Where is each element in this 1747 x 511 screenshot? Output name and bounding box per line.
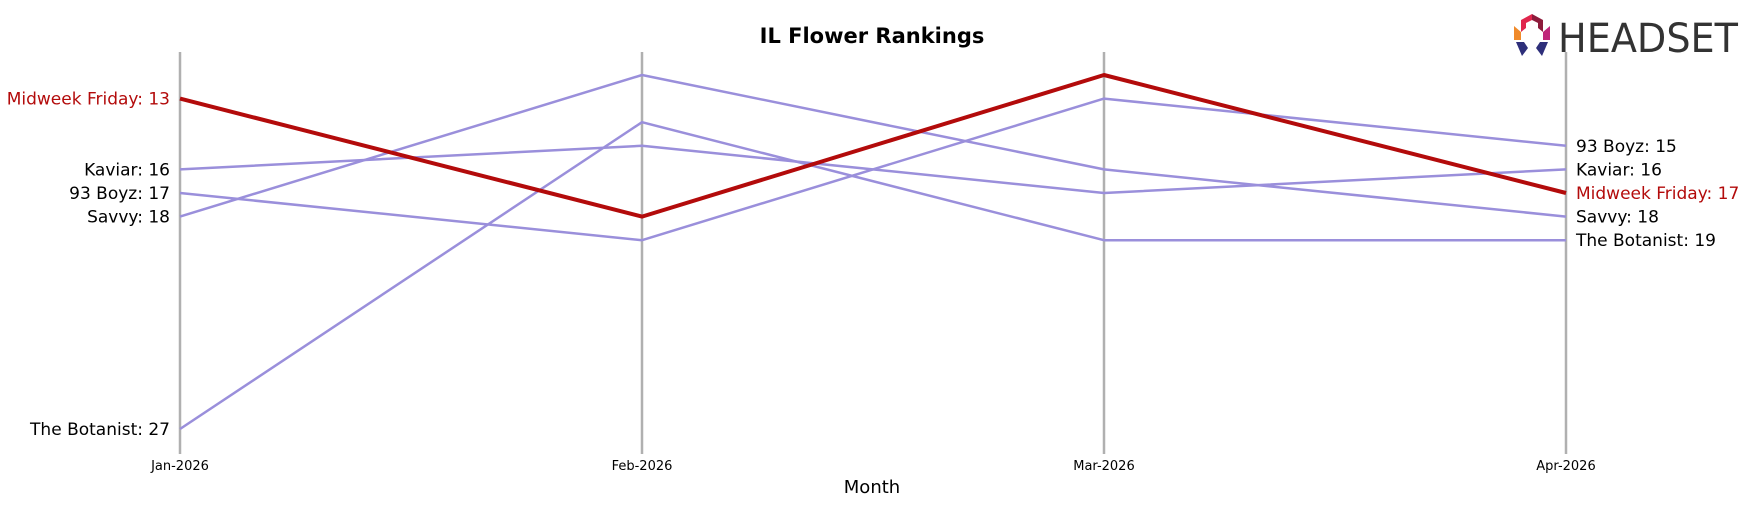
series-labels: Midweek Friday: 13 Kaviar: 16 93 Boyz: 17 S… <box>7 90 1740 440</box>
headset-logo-icon: HEADSET <box>1514 14 1739 62</box>
left-series-label: Midweek Friday: 13 <box>7 90 170 110</box>
left-series-label: The Botanist: 27 <box>29 420 170 440</box>
x-tick-label: Jan-2026 <box>150 459 209 474</box>
series-line-93-boyz <box>179 97 1567 242</box>
right-series-label: The Botanist: 19 <box>1575 231 1716 251</box>
right-series-label: Savvy: 18 <box>1576 208 1659 228</box>
month-axes: Jan-2026 Feb-2026 Mar-2026 Apr-2026 <box>150 52 1596 474</box>
headset-logo: HEADSET <box>1510 12 1740 62</box>
x-tick-label: Feb-2026 <box>612 459 673 474</box>
right-series-label: Midweek Friday: 17 <box>1576 184 1739 204</box>
logo-wordmark: HEADSET <box>1558 16 1739 62</box>
left-series-label: Savvy: 18 <box>87 208 170 228</box>
series-lines <box>179 73 1567 431</box>
left-series-label: 93 Boyz: 17 <box>69 184 170 204</box>
right-series-label: 93 Boyz: 15 <box>1576 137 1677 157</box>
right-series-label: Kaviar: 16 <box>1576 160 1662 180</box>
series-line-midweek-friday <box>179 73 1567 219</box>
x-tick-label: Apr-2026 <box>1536 459 1595 474</box>
left-series-label: Kaviar: 16 <box>84 160 170 180</box>
x-axis-label: Month <box>844 477 900 498</box>
x-tick-label: Mar-2026 <box>1073 459 1134 474</box>
series-line-savvy <box>179 73 1567 218</box>
series-line-the-botanist <box>179 120 1566 431</box>
chart-title: IL Flower Rankings <box>760 24 985 48</box>
